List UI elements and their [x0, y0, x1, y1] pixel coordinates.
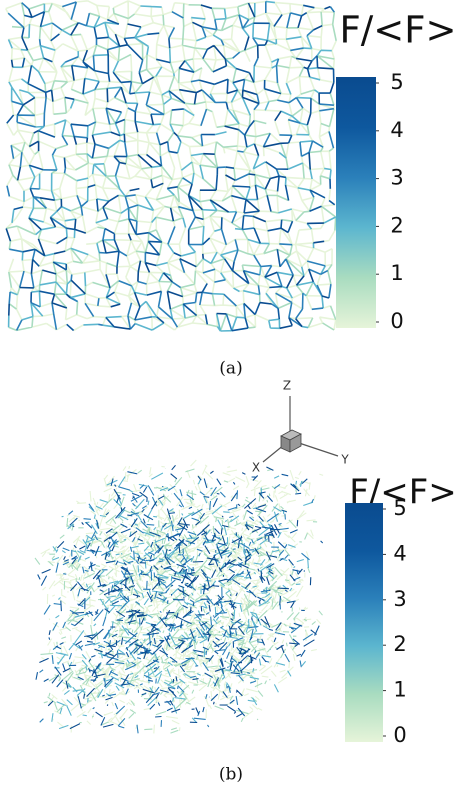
axis-triad: Z X Y: [252, 379, 349, 475]
network-3d: [34, 459, 324, 734]
edges: [5, 2, 335, 330]
edges: [6, 2, 337, 332]
tick-label: 3: [393, 587, 406, 611]
caption: (a): [219, 359, 242, 379]
colorbar: [345, 503, 383, 742]
tick-label: 4: [390, 118, 403, 142]
tick-label: 0: [393, 723, 406, 747]
tick-label: 2: [390, 213, 403, 237]
caption: (b): [219, 765, 243, 785]
edges: [51, 472, 314, 730]
tick-label: 1: [393, 678, 406, 702]
tick-label: 3: [390, 166, 403, 190]
edges: [4, 0, 337, 332]
edges: [34, 468, 323, 734]
colorbar-title: F/<F>: [339, 9, 456, 52]
colorbar: [336, 77, 376, 328]
network-2d: [4, 0, 337, 332]
tick-label: 5: [393, 496, 406, 520]
tick-label: 1: [390, 261, 403, 285]
edges: [7, 0, 337, 332]
axis-label: Z: [283, 379, 291, 393]
edges: [6, 4, 336, 332]
tick-label: 4: [393, 541, 406, 565]
tick-label: 5: [390, 70, 403, 94]
tick-label: 0: [390, 309, 403, 333]
tick-label: 2: [393, 632, 406, 656]
axis-label: Y: [340, 453, 349, 467]
axis-label: X: [252, 461, 260, 475]
edges: [39, 464, 317, 730]
edges: [6, 1, 335, 331]
